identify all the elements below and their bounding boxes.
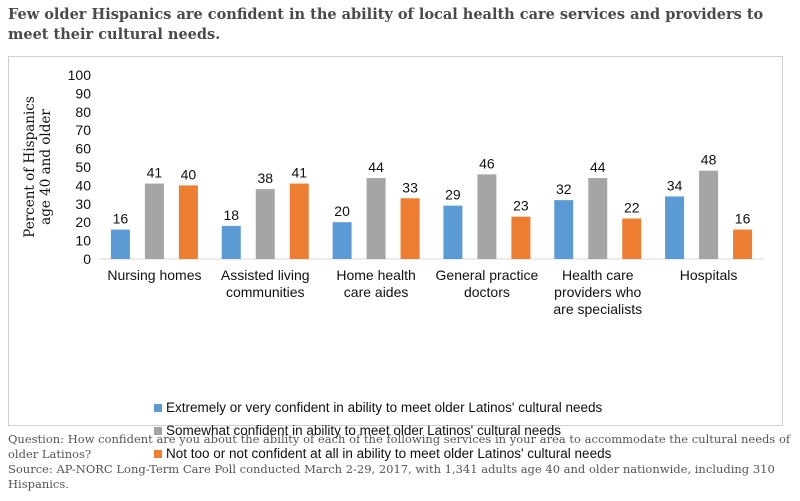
y-tick-label: 50: [75, 159, 91, 175]
data-label: 38: [257, 170, 273, 186]
bar-series-3: [289, 183, 309, 259]
bar-series-1: [665, 196, 685, 259]
legend-swatch-series-1: [154, 403, 162, 412]
bar-series-2: [255, 189, 275, 259]
data-label: 32: [556, 181, 572, 197]
data-label: 22: [624, 200, 640, 216]
data-label: 44: [368, 159, 384, 175]
x-tick-label: providers who: [554, 284, 641, 300]
legend-label-series-2: Somewhat confident in ability to meet ol…: [166, 423, 562, 438]
legend-item-series-2: Somewhat confident in ability to meet ol…: [154, 419, 611, 442]
bar-series-2: [366, 178, 386, 259]
bar-series-1: [443, 205, 463, 259]
chart-title: Few older Hispanics are confident in the…: [8, 6, 764, 43]
y-tick-label: 80: [75, 104, 91, 120]
chart-area: 0 10 20 30 40 50 60 70 80 90 100 Percent of Hispani…: [8, 56, 783, 461]
y-tick-label: 90: [75, 85, 91, 101]
legend-label-series-1: Extremely or very confident in ability t…: [166, 400, 603, 415]
data-label: 48: [701, 152, 717, 168]
legend-item-series-1: Extremely or very confident in ability t…: [154, 396, 611, 419]
data-label: 41: [291, 165, 307, 181]
bar-series-1: [554, 200, 574, 259]
bar-series-1: [110, 229, 130, 259]
bar-series-3: [733, 229, 753, 259]
data-label: 34: [667, 177, 683, 193]
bar-series-3: [400, 198, 420, 259]
x-tick-label: Nursing homes: [107, 267, 201, 283]
x-tick-label: communities: [226, 284, 305, 300]
legend-item-series-3: Not too or not confident at all in abili…: [154, 442, 611, 465]
bar-chart: 0 10 20 30 40 50 60 70 80 90 100 Percent of Hispani…: [22, 67, 764, 317]
data-label: 33: [402, 179, 418, 195]
y-axis-label: age 40 and older: [38, 109, 54, 225]
y-tick-label: 30: [75, 196, 91, 212]
data-label: 16: [735, 211, 751, 227]
legend-swatch-series-3: [154, 449, 162, 458]
y-tick-label: 40: [75, 177, 91, 193]
bar-series-3: [511, 216, 531, 259]
data-label: 46: [479, 155, 495, 171]
y-tick-label: 10: [75, 233, 91, 249]
x-tick-label: Hospitals: [680, 267, 738, 283]
bar-series-3: [622, 218, 642, 259]
bar-series-1: [221, 225, 241, 259]
y-axis-label: Percent of Hispanics: [22, 96, 38, 238]
bar-series-2: [477, 174, 497, 259]
x-tick-label: Health care: [562, 267, 634, 283]
x-tick-label: are specialists: [553, 301, 642, 317]
data-label: 40: [181, 166, 197, 182]
y-tick-label: 100: [68, 67, 92, 83]
bar-series-2: [144, 183, 164, 259]
x-tick-label: Home health: [336, 267, 415, 283]
bar-series-3: [178, 185, 198, 259]
x-tick-label: doctors: [464, 284, 510, 300]
data-label: 29: [445, 187, 461, 203]
data-label: 20: [334, 203, 350, 219]
source-note: Source: AP-NORC Long-Term Care Poll cond…: [8, 462, 775, 491]
legend-swatch-series-2: [154, 426, 162, 435]
bar-series-1: [332, 222, 352, 259]
data-label: 16: [113, 211, 129, 227]
data-label: 41: [147, 165, 163, 181]
legend: Extremely or very confident in ability t…: [154, 396, 611, 465]
x-tick-label: Assisted living: [221, 267, 310, 283]
y-tick-label: 70: [75, 122, 91, 138]
data-label: 18: [223, 207, 239, 223]
y-tick-label: 60: [75, 141, 91, 157]
y-tick-label: 0: [83, 251, 91, 267]
notes: Question: How confident are you about th…: [8, 432, 794, 492]
x-tick-label: care aides: [344, 284, 409, 300]
bar-series-2: [699, 170, 719, 259]
question-note: Question: How confident are you about th…: [8, 432, 791, 461]
y-tick-label: 20: [75, 214, 91, 230]
x-tick-label: General practice: [436, 267, 539, 283]
legend-label-series-3: Not too or not confident at all in abili…: [166, 446, 612, 461]
data-label: 23: [513, 198, 529, 214]
data-label: 44: [590, 159, 606, 175]
bar-series-2: [588, 178, 608, 259]
